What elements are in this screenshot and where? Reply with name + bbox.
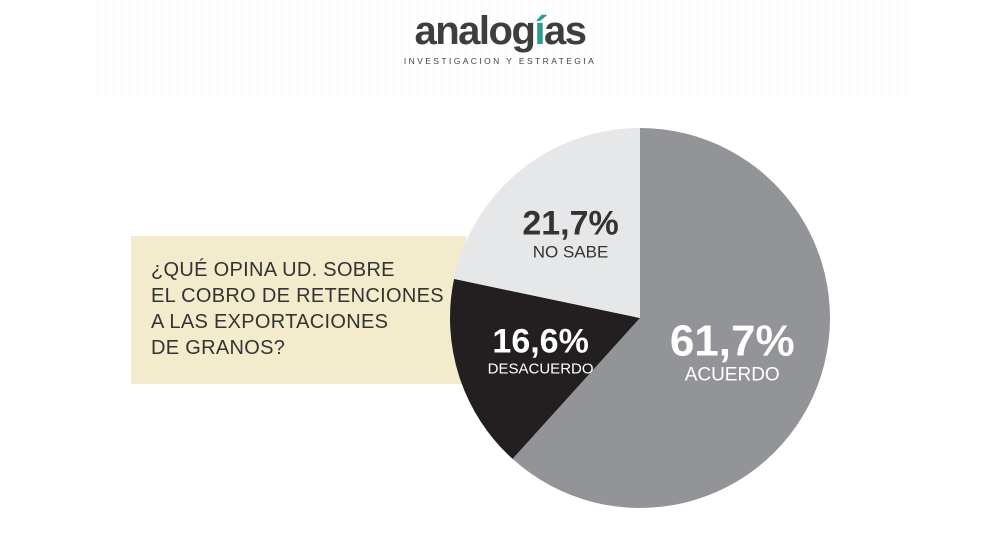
question-box: ¿QUÉ OPINA UD. SOBRE EL COBRO DE RETENCI… (131, 236, 466, 384)
question-line-1: ¿QUÉ OPINA UD. SOBRE (151, 259, 395, 281)
logo-text: analogías (414, 9, 587, 53)
slice-value-desacuerdo: 16,6% (492, 322, 588, 360)
slice-label-desacuerdo: DESACUERDO (488, 360, 594, 377)
question-line-4: DE GRANOS? (151, 337, 286, 359)
logo: analogías INVESTIGACION Y ESTRATEGIA (0, 8, 1000, 66)
header-band (90, 0, 910, 95)
slice-label-no-sabe: NO SABE (533, 242, 609, 261)
question-line-3: A LAS EXPORTACIONES (151, 311, 389, 333)
logo-accent-letter: í (534, 9, 545, 53)
slice-value-acuerdo: 61,7% (670, 317, 795, 366)
question-line-2: EL COBRO DE RETENCIONES (151, 285, 444, 307)
logo-wordmark: analogías (0, 8, 1000, 54)
slice-value-no-sabe: 21,7% (522, 204, 618, 242)
logo-tagline: INVESTIGACION Y ESTRATEGIA (403, 56, 597, 66)
pie-slice-acuerdo (512, 128, 831, 509)
pie-slice-desacuerdo (449, 278, 640, 459)
slice-label-acuerdo: ACUERDO (685, 365, 780, 386)
pie-slice-no-sabe (454, 128, 640, 318)
